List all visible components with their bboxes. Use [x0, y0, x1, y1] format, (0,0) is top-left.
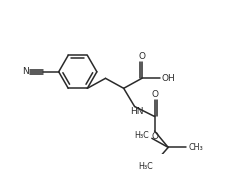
Text: CH₃: CH₃ — [188, 143, 203, 152]
Text: H₃C: H₃C — [134, 131, 149, 140]
Text: OH: OH — [161, 74, 175, 83]
Text: O: O — [138, 52, 145, 61]
Text: H₃C: H₃C — [138, 162, 153, 169]
Text: N: N — [22, 67, 28, 76]
Text: O: O — [151, 132, 158, 141]
Text: O: O — [151, 90, 158, 99]
Text: HN: HN — [130, 106, 143, 116]
